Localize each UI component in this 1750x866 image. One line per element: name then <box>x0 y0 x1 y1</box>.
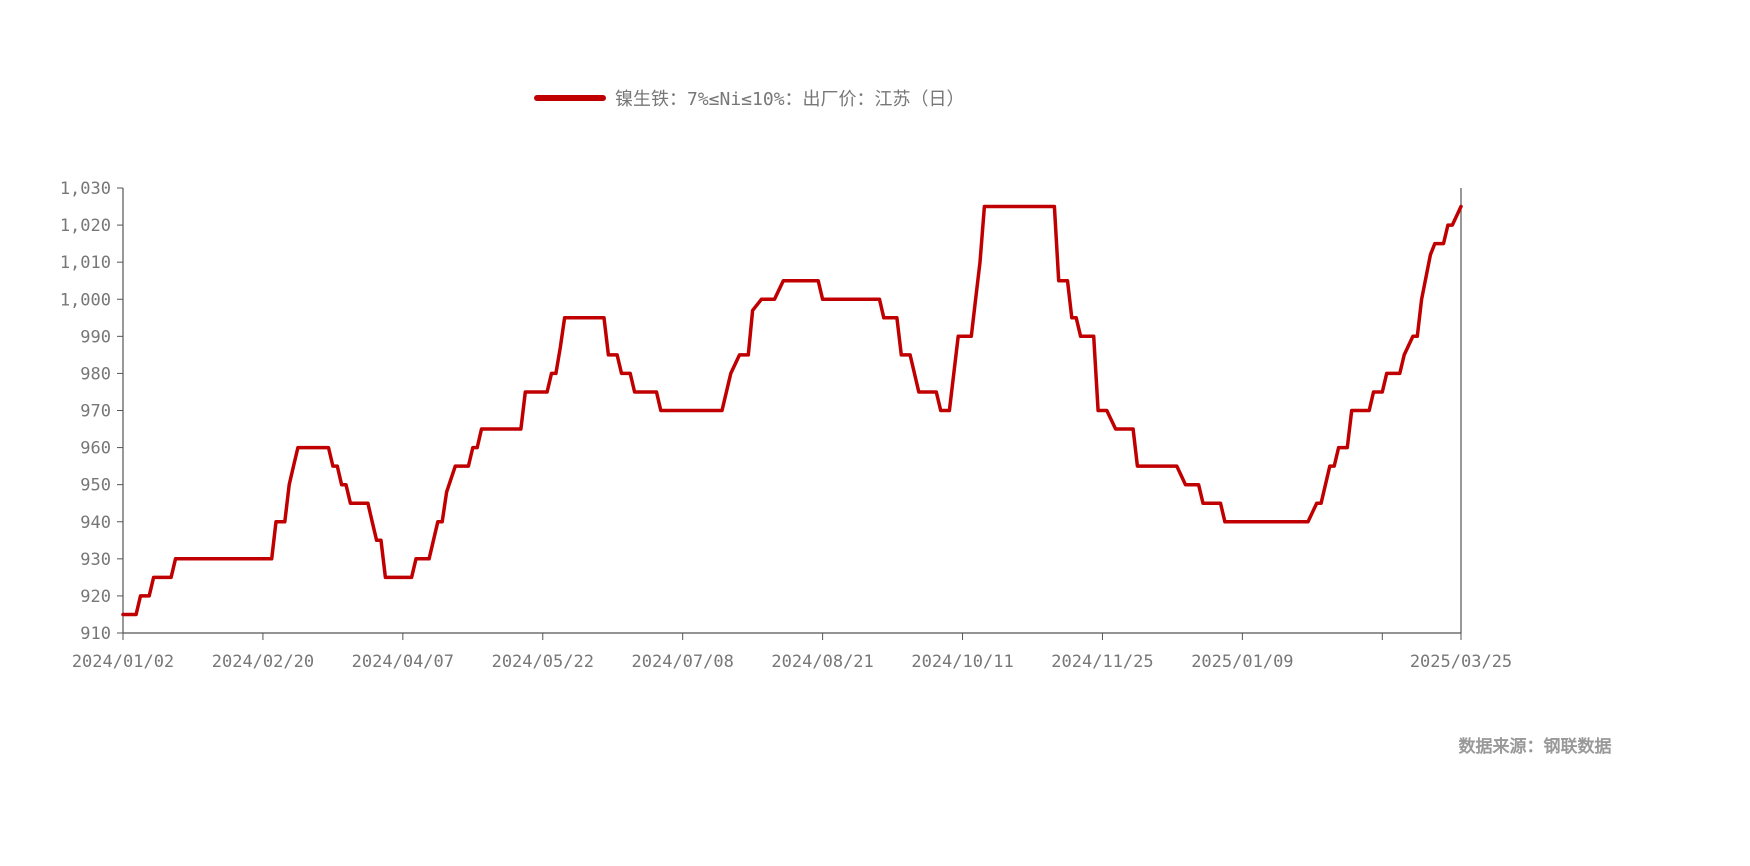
series-line <box>121 204 1463 617</box>
axes: 910 920 930 940 950 960 970 980 990 1,000 1,010 1,0… <box>60 179 1512 672</box>
y-tick-label: 970 <box>80 402 111 422</box>
y-tick-label: 990 <box>80 327 111 347</box>
y-tick-label: 1,030 <box>60 179 111 199</box>
x-tick-label: 2024/05/22 <box>492 652 594 672</box>
x-tick-label: 2024/04/07 <box>352 652 454 672</box>
x-tick-label: 2024/10/11 <box>911 652 1013 672</box>
y-tick-label: 930 <box>80 550 111 570</box>
x-tick-label: 2024/11/25 <box>1051 652 1153 672</box>
legend: 镍生铁：7%≤Ni≤10%：出厂价：江苏（日） <box>534 89 965 110</box>
x-tick-label: 2024/02/20 <box>212 652 314 672</box>
x-tick-label: 2025/03/25 <box>1410 652 1512 672</box>
legend-label: 镍生铁：7%≤Ni≤10%：出厂价：江苏（日） <box>615 89 965 110</box>
x-tick-label: 2025/01/09 <box>1191 652 1293 672</box>
x-tick-label: 2024/08/21 <box>771 652 873 672</box>
y-tick-label: 1,000 <box>60 290 111 310</box>
y-tick-label: 940 <box>80 513 111 533</box>
y-tick-label: 980 <box>80 364 111 384</box>
y-tick-label: 960 <box>80 439 111 459</box>
source-note: 数据来源：钢联数据 <box>1459 736 1612 757</box>
y-tick-label: 1,010 <box>60 253 111 273</box>
y-tick-label: 950 <box>80 476 111 496</box>
x-tick-label: 2024/01/02 <box>72 652 174 672</box>
y-tick-label: 920 <box>80 587 111 607</box>
y-tick-label: 1,020 <box>60 216 111 236</box>
y-tick-label: 910 <box>80 624 111 644</box>
x-tick-label: 2024/07/08 <box>632 652 734 672</box>
